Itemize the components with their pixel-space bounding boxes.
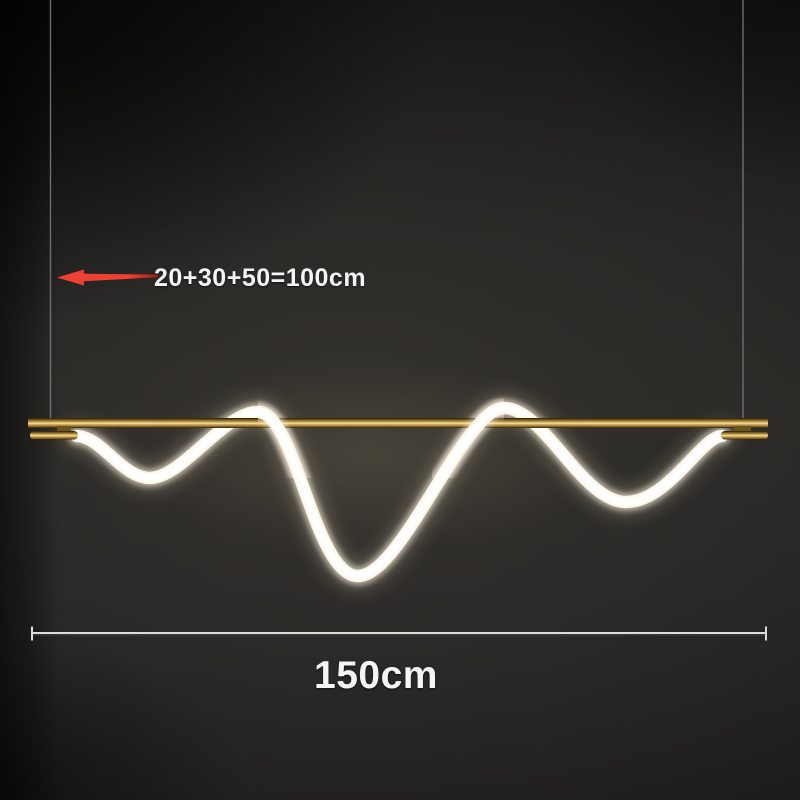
gold-end-fitting-right	[721, 431, 768, 440]
gold-end-fitting-left	[30, 431, 78, 440]
led-rope-tube	[77, 408, 722, 576]
gold-bar-clamp-left	[57, 426, 71, 433]
gold-bar	[28, 418, 768, 428]
bar-width-label: 150cm	[314, 654, 438, 697]
cord-length-label: 20+30+50=100cm	[154, 264, 367, 292]
red-arrow-icon	[57, 269, 158, 286]
gold-bar-assembly	[28, 418, 768, 440]
gold-bar-clamp-right	[734, 426, 751, 433]
width-dimension-line	[31, 626, 767, 641]
